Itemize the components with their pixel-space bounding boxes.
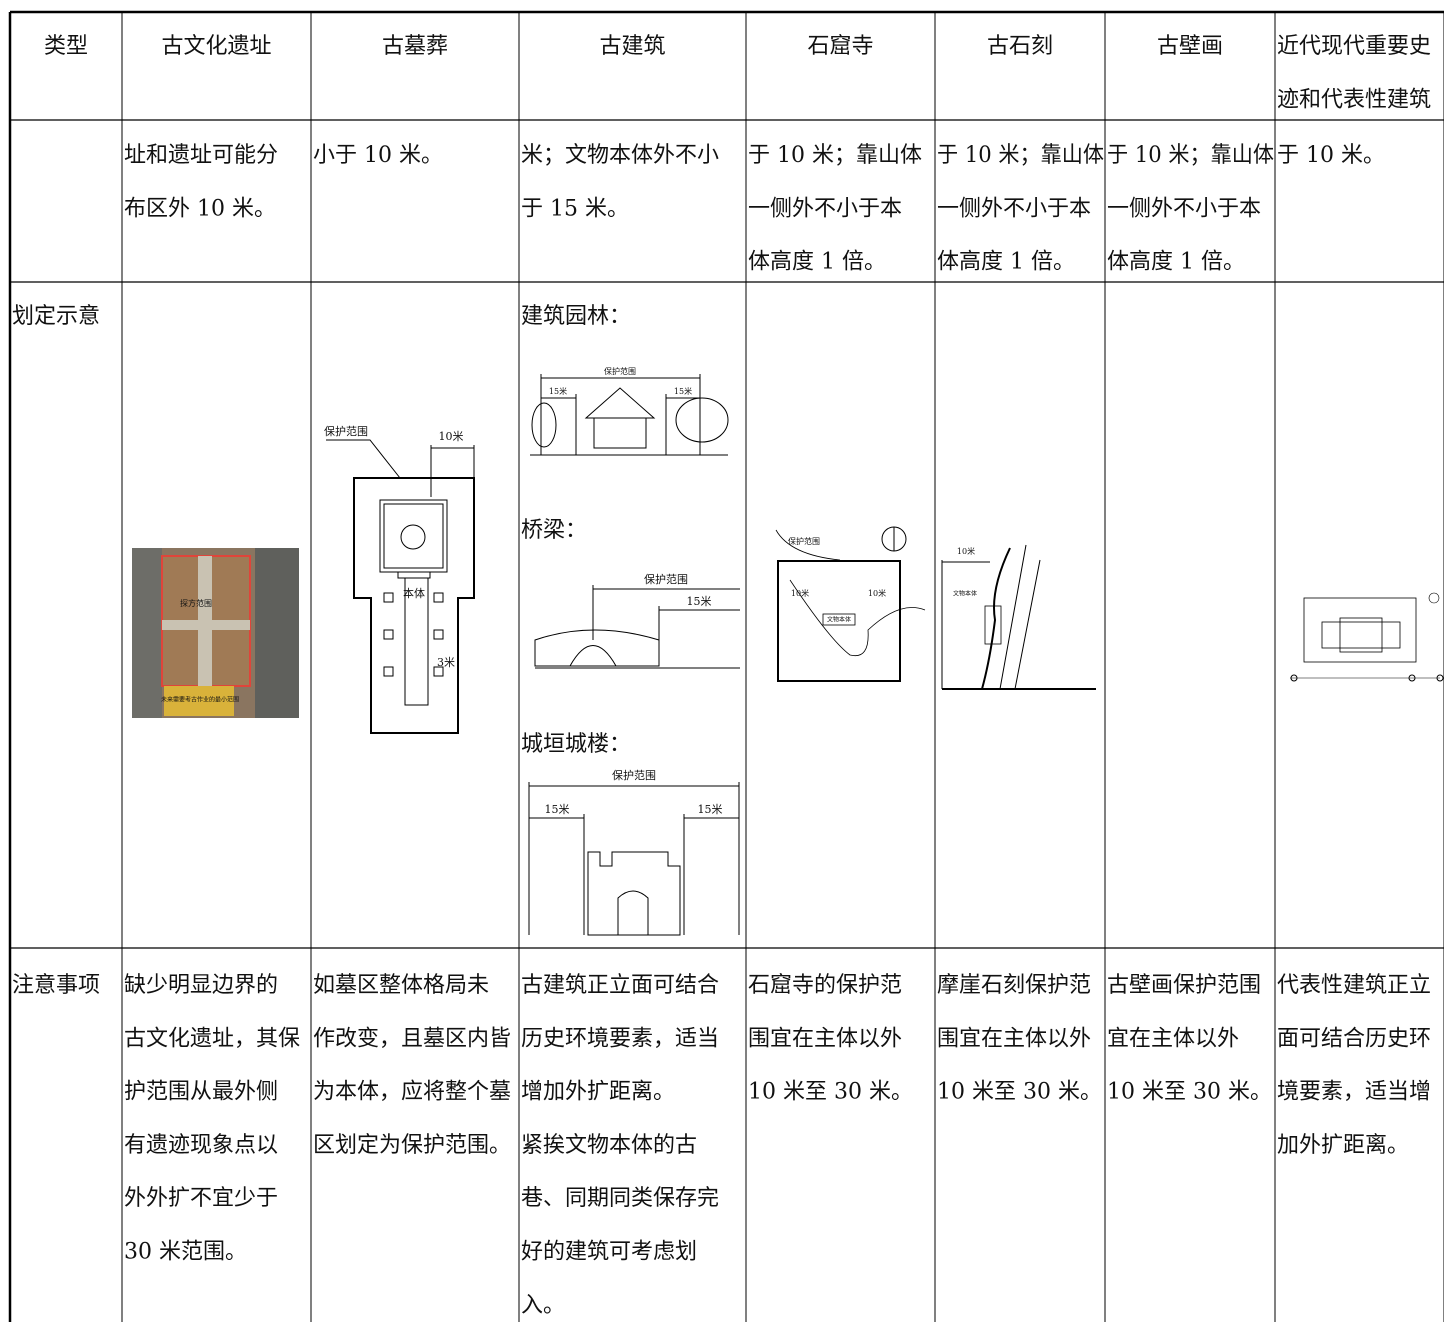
label: 建筑园林： bbox=[521, 304, 631, 329]
body-cell: 10 米至 30 米。 bbox=[748, 1080, 913, 1105]
body-cell: 代表性建筑正立 bbox=[1277, 973, 1431, 998]
body-cell: 一侧外不小于本 bbox=[1107, 196, 1261, 221]
body-cell: 增加外扩距离。 bbox=[521, 1080, 675, 1105]
body-cell: 缺少明显边界的 bbox=[124, 973, 278, 998]
body-cell: 于 10 米；靠山体 bbox=[1107, 143, 1274, 168]
body-cell: 围宜在主体以外 bbox=[748, 1026, 902, 1051]
label: 桥梁： bbox=[521, 518, 587, 543]
body-cell: 古文化遗址，其保 bbox=[124, 1026, 300, 1051]
body-cell: 为本体，应将整个墓 bbox=[313, 1080, 511, 1105]
body-cell: 巷、同期同类保存完 bbox=[521, 1186, 719, 1211]
body-cell: 境要素，适当增 bbox=[1277, 1080, 1431, 1105]
body-cell: 注意事项 bbox=[12, 973, 100, 998]
building-diagrams: 建筑园林： 保护范围 15米 15米 桥梁： 保护范围 15米 城垣城楼： 保护… bbox=[521, 304, 740, 936]
body-cell: 体高度 1 倍。 bbox=[937, 250, 1075, 275]
body-cell: 一侧外不小于本 bbox=[748, 196, 902, 221]
header-cell: 古墓葬 bbox=[382, 34, 448, 59]
body-cell: 于 15 米。 bbox=[521, 196, 629, 221]
label: 未来需要考古作业的最小范围 bbox=[161, 696, 239, 704]
label: 保护范围 bbox=[612, 768, 656, 782]
label: 15米 bbox=[687, 595, 712, 608]
body-cell: 面可结合历史环 bbox=[1277, 1026, 1431, 1051]
body-cell: 体高度 1 倍。 bbox=[1107, 250, 1245, 275]
body-cell: 历史环境要素，适当 bbox=[521, 1026, 719, 1051]
body-cell: 体高度 1 倍。 bbox=[748, 250, 886, 275]
body-cell: 护范围从最外侧 bbox=[124, 1080, 278, 1105]
body-cell: 米；文物本体外不小 bbox=[521, 143, 719, 168]
label: 文物本体 bbox=[827, 616, 851, 624]
table-cells: 类型 古文化遗址 古墓葬 古建筑 石窟寺 古石刻 古壁画 近代现代重要史迹和代表性建筑址和遗址… bbox=[12, 34, 1431, 1318]
body-cell: 于 10 米；靠山体 bbox=[748, 143, 922, 168]
grotto-diagram: 保护范围 10米 10米 文物本体 bbox=[775, 526, 926, 682]
body-cell: 一侧外不小于本 bbox=[937, 196, 1091, 221]
body-cell: 古建筑正立面可结合 bbox=[521, 973, 719, 998]
body-cell: 加外扩距离。 bbox=[1277, 1133, 1409, 1158]
body-cell: 外外扩不宜少于 bbox=[124, 1186, 278, 1211]
body-cell: 10 米至 30 米。 bbox=[937, 1080, 1102, 1105]
label: 3米 bbox=[437, 656, 455, 669]
body-cell: 紧挨文物本体的古 bbox=[521, 1133, 697, 1158]
body-cell: 布区外 10 米。 bbox=[124, 196, 276, 221]
label: 10米 bbox=[791, 588, 809, 598]
label: 15米 bbox=[674, 386, 692, 396]
body-cell: 如墓区整体格局未 bbox=[313, 973, 489, 998]
label: 保护范围 bbox=[604, 366, 636, 376]
label: 10米 bbox=[868, 588, 886, 598]
body-cell: 石窟寺的保护范 bbox=[748, 973, 902, 998]
table-grid bbox=[8, 10, 1444, 1322]
label: 保护范围 bbox=[788, 536, 820, 546]
label: 保护范围 bbox=[644, 572, 688, 586]
body-cell: 宜在主体以外 bbox=[1107, 1026, 1239, 1051]
label: 城垣城楼： bbox=[521, 732, 631, 757]
label: 探方范围 bbox=[180, 598, 212, 608]
body-cell: 30 米范围。 bbox=[124, 1240, 247, 1265]
body-cell: 摩崖石刻保护范 bbox=[937, 973, 1091, 998]
header-cell: 类型 bbox=[44, 34, 88, 59]
body-cell: 划定示意 bbox=[12, 304, 100, 329]
header-cell: 迹和代表性建筑 bbox=[1277, 87, 1431, 112]
carving-diagram: 10米 文物本体 bbox=[941, 544, 1096, 690]
body-cell: 入。 bbox=[521, 1293, 565, 1318]
label: 文物本体 bbox=[953, 590, 977, 598]
header-cell: 石窟寺 bbox=[807, 34, 873, 59]
label: 15米 bbox=[698, 803, 723, 816]
body-cell: 区划定为保护范围。 bbox=[313, 1133, 511, 1158]
body-cell: 作改变，且墓区内皆 bbox=[313, 1026, 511, 1051]
body-cell: 古壁画保护范围 bbox=[1107, 973, 1261, 998]
header-cell: 古石刻 bbox=[987, 34, 1053, 59]
header-cell: 古建筑 bbox=[599, 34, 665, 59]
body-cell: 10 米至 30 米。 bbox=[1107, 1080, 1272, 1105]
label: 10米 bbox=[957, 546, 975, 556]
header-cell: 近代现代重要史 bbox=[1277, 34, 1431, 59]
label: 15米 bbox=[545, 803, 570, 816]
body-cell: 有遗迹现象点以 bbox=[124, 1133, 278, 1158]
label: 本体 bbox=[403, 586, 425, 600]
modern-diagram bbox=[1290, 592, 1444, 682]
label: 10米 bbox=[439, 430, 464, 443]
site-photo: 探方范围 未来需要考古作业的最小范围 bbox=[132, 548, 299, 718]
label: 保护范围 bbox=[324, 424, 368, 438]
body-cell: 于 10 米；靠山体 bbox=[937, 143, 1104, 168]
body-cell: 好的建筑可考虑划 bbox=[521, 1240, 697, 1265]
header-cell: 古壁画 bbox=[1157, 34, 1223, 59]
body-cell: 址和遗址可能分 bbox=[124, 143, 278, 168]
tomb-diagram: 保护范围 10米 本体 3米 bbox=[324, 424, 475, 734]
body-cell: 围宜在主体以外 bbox=[937, 1026, 1091, 1051]
body-cell: 于 10 米。 bbox=[1277, 143, 1385, 168]
header-cell: 古文化遗址 bbox=[161, 34, 271, 59]
label: 15米 bbox=[549, 386, 567, 396]
body-cell: 小于 10 米。 bbox=[313, 143, 443, 168]
